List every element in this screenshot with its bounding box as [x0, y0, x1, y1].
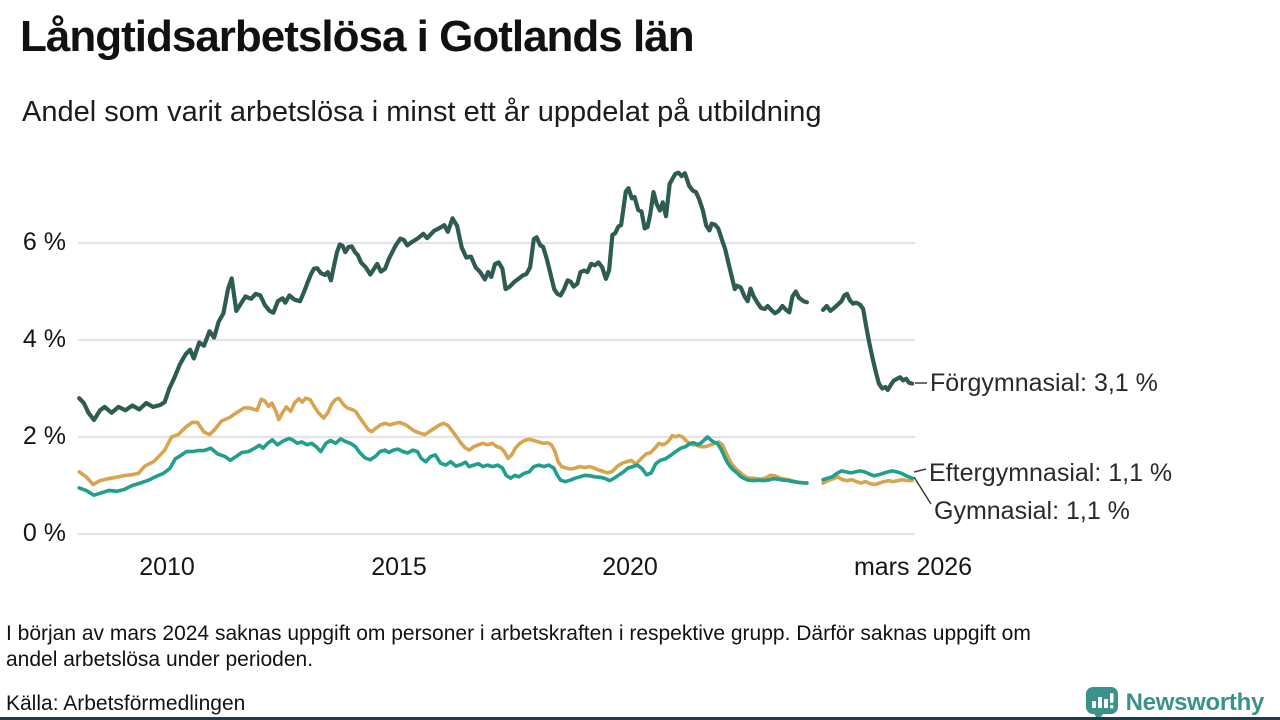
- series-line-eftergymnasial: [77, 435, 914, 497]
- series-line-gymnasial: [77, 396, 914, 487]
- newsworthy-logo: Newsworthy: [1085, 686, 1264, 720]
- y-axis-tick-4: 4 %: [22, 325, 66, 353]
- series-label-gymnasial: Gymnasial: 1,1 %: [934, 497, 1130, 525]
- y-axis-tick-6: 6 %: [22, 228, 66, 256]
- source-credit: Källa: Arbetsförmedlingen: [6, 692, 246, 715]
- x-axis-tick-2010: 2010: [139, 553, 195, 581]
- page-title: Långtidsarbetslösa i Gotlands län: [20, 12, 695, 61]
- x-axis-tick-2015: 2015: [371, 553, 427, 581]
- bottom-accent-bar: [0, 717, 1280, 720]
- series-label-eftergymnasial: Eftergymnasial: 1,1 %: [929, 459, 1173, 487]
- y-axis-tick-2: 2 %: [22, 422, 66, 450]
- leader-eftergymnasial: [913, 468, 927, 473]
- y-axis-tick-0: 0 %: [22, 519, 66, 547]
- footnote-line-2: andel arbetslösa under perioden.: [6, 648, 314, 671]
- footnote-line-1: I början av mars 2024 saknas uppgift om …: [6, 622, 1031, 645]
- series-line-förgymnasial: [77, 170, 915, 423]
- newsworthy-logo-text: Newsworthy: [1125, 689, 1265, 716]
- newsworthy-logo-icon: [1085, 687, 1118, 720]
- page-subtitle: Andel som varit arbetslösa i minst ett å…: [22, 96, 822, 128]
- x-axis-tick-mars-2026: mars 2026: [853, 553, 973, 581]
- leader-gymnasial: [913, 476, 932, 505]
- series-label-forgymnasial: Förgymnasial: 3,1 %: [930, 369, 1158, 397]
- x-axis-tick-2020: 2020: [602, 553, 658, 581]
